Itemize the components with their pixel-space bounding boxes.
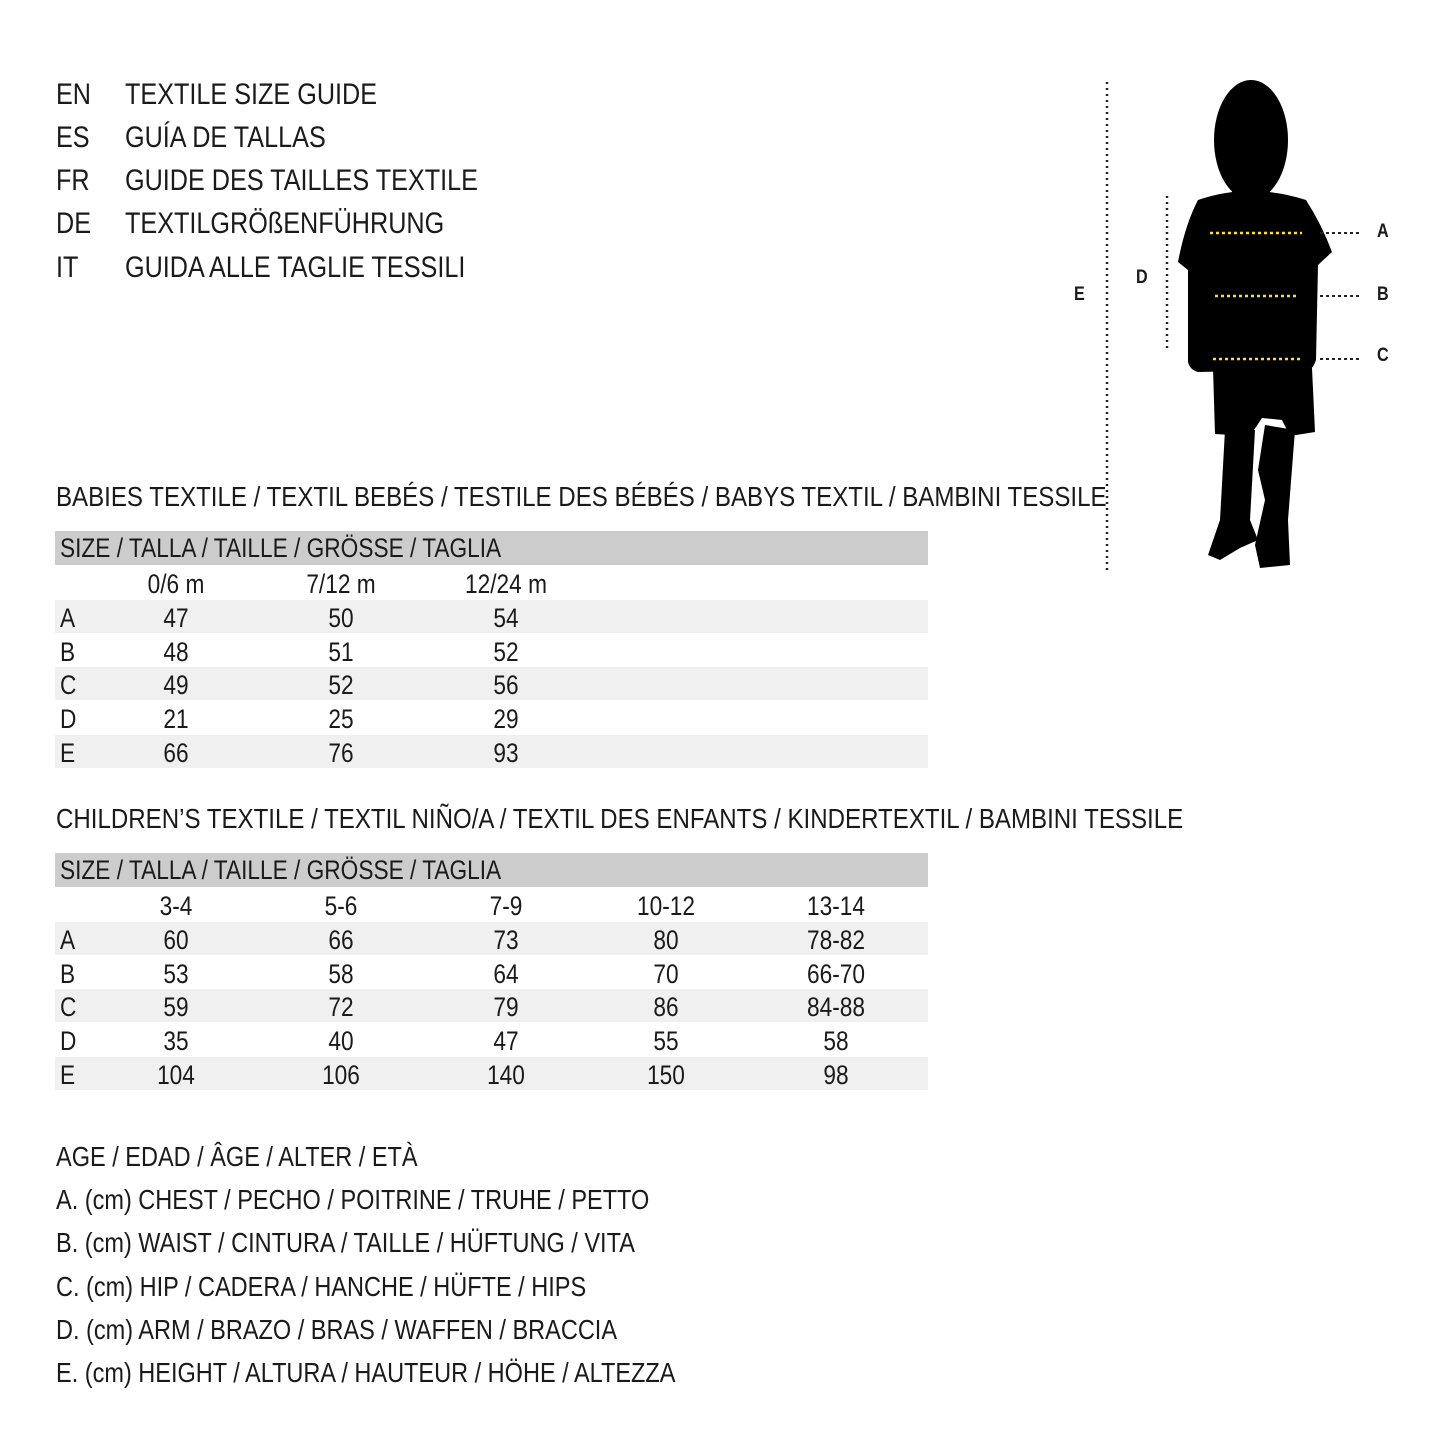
row-stripe xyxy=(55,989,928,1022)
size-header-bar xyxy=(55,853,928,887)
section-heading: CHILDREN’S TEXTILE / TEXTIL NIÑO/A / TEX… xyxy=(56,803,1184,834)
table-cell: 93 xyxy=(493,737,519,768)
label-b: B xyxy=(1377,284,1389,305)
lang-code: ES xyxy=(56,121,90,154)
size-header: SIZE / TALLA / TAILLE / GRÖSSE / TAGLIA xyxy=(60,855,502,885)
title-text: TEXTILE SIZE GUIDE xyxy=(125,78,378,111)
row-label: E xyxy=(60,1059,76,1090)
child-silhouette-icon xyxy=(1105,80,1362,570)
table-cell: 66 xyxy=(328,925,354,955)
table-cell: 29 xyxy=(493,704,519,735)
table-cell: 78-82 xyxy=(806,925,866,955)
row-label: B xyxy=(60,636,76,667)
table-cell: 150 xyxy=(647,1059,685,1090)
row-label: A xyxy=(60,925,76,955)
label-a: A xyxy=(1377,221,1389,242)
legend-item: D. (cm) ARM / BRAZO / BRAS / WAFFEN / BR… xyxy=(56,1314,618,1345)
row-label: A xyxy=(60,603,76,633)
lang-code: EN xyxy=(56,78,92,111)
table-cell: 54 xyxy=(493,603,519,633)
table-cell: 66 xyxy=(163,737,189,768)
column-header: 3-4 xyxy=(159,891,193,921)
row-label: B xyxy=(60,958,76,989)
lang-code: FR xyxy=(56,164,90,197)
column-header: 0/6 m xyxy=(147,569,205,599)
table-cell: 64 xyxy=(493,958,519,989)
table-cell: 140 xyxy=(487,1059,525,1090)
table-cell: 47 xyxy=(493,1026,519,1057)
lang-code: IT xyxy=(56,251,79,284)
row-label: C xyxy=(60,992,77,1023)
legend-item: C. (cm) HIP / CADERA / HANCHE / HÜFTE / … xyxy=(56,1271,587,1302)
table-cell: 70 xyxy=(653,958,679,989)
column-header: 7/12 m xyxy=(306,569,376,599)
column-header: 10-12 xyxy=(636,891,696,921)
column-header: 5-6 xyxy=(324,891,358,921)
row-label: C xyxy=(60,670,77,701)
row-stripe xyxy=(55,922,928,955)
row-stripe xyxy=(55,1057,928,1090)
label-e: E xyxy=(1073,284,1085,305)
table-cell: 52 xyxy=(493,636,519,667)
table-cell: 55 xyxy=(653,1026,679,1057)
table-cell: 52 xyxy=(328,670,354,701)
table-cell: 35 xyxy=(163,1026,189,1057)
row-label: E xyxy=(60,737,76,768)
legend-item: E. (cm) HEIGHT / ALTURA / HAUTEUR / HÖHE… xyxy=(56,1357,676,1388)
label-c: C xyxy=(1377,345,1389,366)
table-cell: 56 xyxy=(493,670,519,701)
label-d: D xyxy=(1136,267,1148,288)
table-cell: 50 xyxy=(328,603,354,633)
table-cell: 51 xyxy=(328,636,354,667)
legend-item: AGE / EDAD / ÂGE / ALTER / ETÀ xyxy=(56,1141,418,1172)
table-cell: 47 xyxy=(163,603,189,633)
row-stripe xyxy=(55,600,928,633)
table-cell: 86 xyxy=(653,992,679,1023)
legend-item: B. (cm) WAIST / CINTURA / TAILLE / HÜFTU… xyxy=(56,1227,635,1258)
table-cell: 21 xyxy=(163,704,189,735)
table-cell: 58 xyxy=(823,1026,849,1057)
row-stripe xyxy=(55,667,928,700)
table-cell: 49 xyxy=(163,670,189,701)
title-text: TEXTILGRÖßENFÜHRUNG xyxy=(125,207,445,240)
column-header: 12/24 m xyxy=(465,569,547,599)
table-cell: 106 xyxy=(322,1059,360,1090)
row-label: D xyxy=(60,704,77,735)
lang-code: DE xyxy=(56,207,92,240)
size-header-bar xyxy=(55,531,928,565)
table-cell: 73 xyxy=(493,925,519,955)
row-stripe xyxy=(55,735,928,768)
table-cell: 60 xyxy=(163,925,189,955)
table-cell: 59 xyxy=(163,992,189,1023)
table-cell: 66-70 xyxy=(806,958,866,989)
row-label: D xyxy=(60,1026,77,1057)
title-text: GUÍA DE TALLAS xyxy=(125,121,326,154)
table-cell: 98 xyxy=(823,1059,849,1090)
table-cell: 79 xyxy=(493,992,519,1023)
table-cell: 80 xyxy=(653,925,679,955)
section-heading: BABIES TEXTILE / TEXTIL BEBÉS / TESTILE … xyxy=(56,481,1107,512)
table-cell: 58 xyxy=(328,958,354,989)
table-cell: 48 xyxy=(163,636,189,667)
table-cell: 25 xyxy=(328,704,354,735)
table-cell: 53 xyxy=(163,958,189,989)
legend-item: A. (cm) CHEST / PECHO / POITRINE / TRUHE… xyxy=(56,1184,650,1215)
column-header: 7-9 xyxy=(489,891,523,921)
table-cell: 40 xyxy=(328,1026,354,1057)
column-header: 13-14 xyxy=(806,891,866,921)
size-header: SIZE / TALLA / TAILLE / GRÖSSE / TAGLIA xyxy=(60,533,502,563)
title-text: GUIDA ALLE TAGLIE TESSILI xyxy=(125,251,466,284)
table-cell: 72 xyxy=(328,992,354,1023)
table-cell: 76 xyxy=(328,737,354,768)
table-cell: 84-88 xyxy=(806,992,866,1023)
table-cell: 104 xyxy=(157,1059,195,1090)
title-text: GUIDE DES TAILLES TEXTILE xyxy=(125,164,478,197)
